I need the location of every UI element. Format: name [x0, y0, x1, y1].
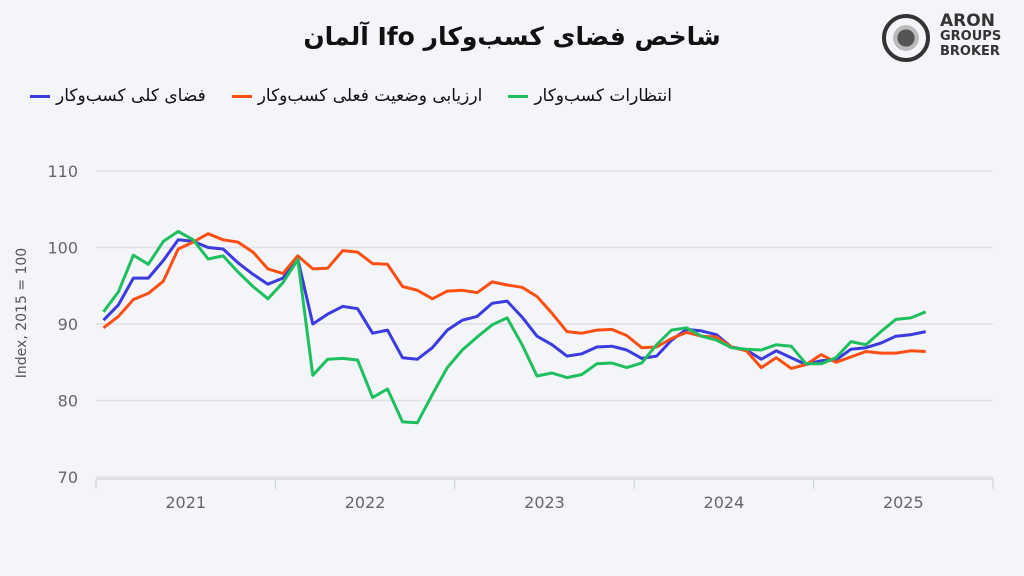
y-tick-label: 110 [47, 162, 78, 181]
legend-item-current-situation: ارزیابی وضعیت فعلی کسب‌وکار [231, 86, 482, 106]
legend-item-business-climate: فضای کلی کسب‌وکار [30, 86, 206, 106]
legend: فضای کلی کسب‌وکار ارزیابی وضعیت فعلی کسب… [30, 86, 672, 106]
x-tick-label: 2024 [704, 493, 745, 512]
x-tick-label: 2025 [883, 493, 924, 512]
legend-swatch [30, 94, 50, 98]
aron-groups-logo: ARON GROUPS BROKER [880, 12, 1020, 68]
logo-emblem-icon [882, 14, 930, 62]
chart-title: شاخص فضای کسب‌وکار Ifo آلمان [303, 22, 721, 51]
legend-swatch [508, 94, 529, 98]
logo-text: ARON GROUPS BROKER [940, 11, 1002, 60]
series-line-0 [102, 238, 927, 366]
series-line-1 [102, 232, 926, 370]
x-tick-label: 2021 [165, 493, 206, 512]
y-tick-label: 100 [47, 239, 78, 258]
x-tick-label: 2023 [524, 493, 565, 512]
x-tick-label: 2022 [345, 493, 386, 512]
series-line-2 [102, 229, 927, 425]
legend-item-expectations: انتظارات کسب‌وکار [508, 86, 672, 106]
y-tick-label: 80 [58, 392, 78, 411]
y-tick-label: 70 [58, 468, 78, 487]
legend-swatch [231, 94, 252, 98]
y-tick-label: 90 [58, 315, 78, 334]
